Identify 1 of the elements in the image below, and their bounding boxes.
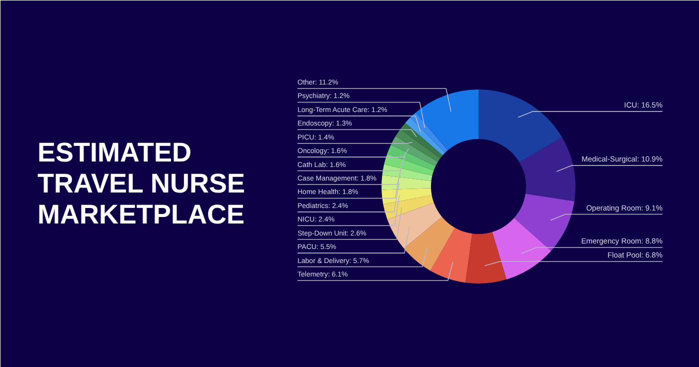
text: ESTIMATED TRAVEL NURSE MARKETPLACE	[38, 138, 246, 230]
